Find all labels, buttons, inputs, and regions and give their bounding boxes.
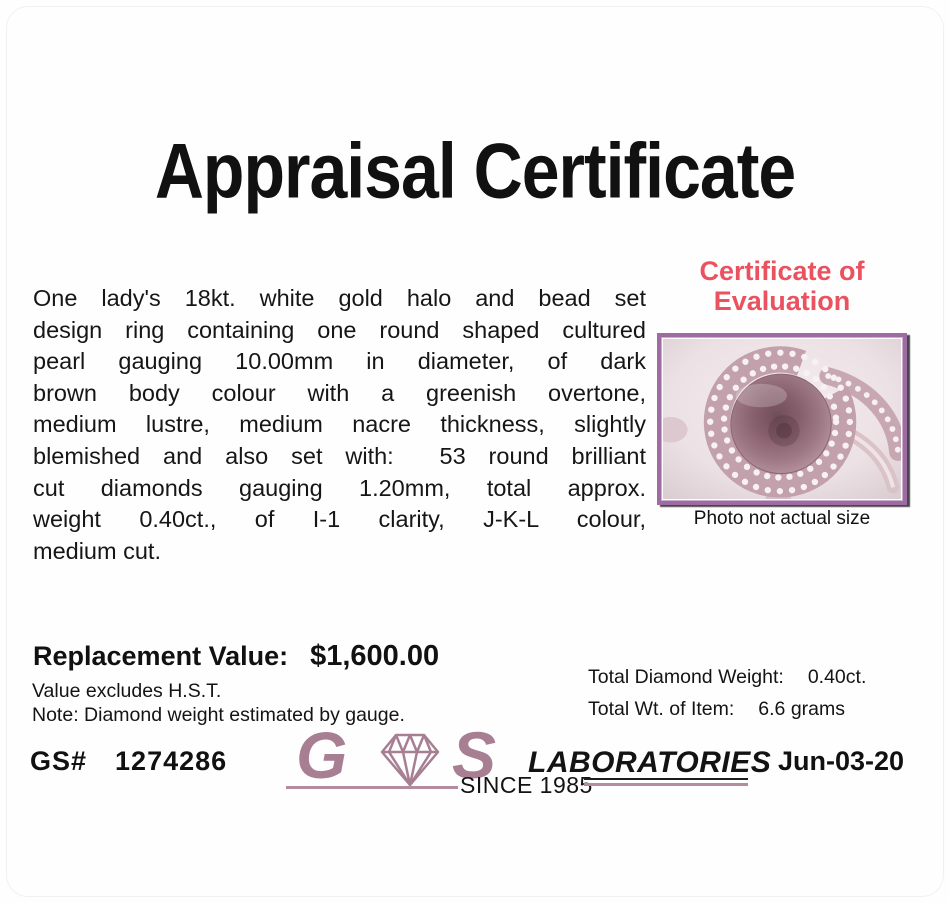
replacement-value-row: Replacement Value: $1,600.00 [33, 640, 439, 673]
logo-rule-right [584, 783, 748, 786]
total-item-weight-label: Total Wt. of Item: [588, 698, 735, 720]
logo-rule-left [286, 786, 458, 789]
description-line: pearl gauging 10.00mm in diameter, of da… [33, 348, 646, 375]
ring-illustration [663, 339, 901, 499]
description-line: brown body colour with a greenish overto… [33, 379, 646, 406]
description-line: medium cut. [33, 537, 161, 564]
evaluation-heading: Certificate of Evaluation [699, 256, 865, 316]
description-line: One lady's 18kt. white gold halo and bea… [33, 285, 646, 311]
total-item-weight-row: Total Wt. of Item: 6.6 grams [588, 698, 845, 721]
diamond-icon [372, 728, 448, 790]
appraisal-date: Jun-03-20 [778, 746, 905, 776]
replacement-value-label: Replacement Value: [33, 641, 289, 671]
total-diamond-weight-value: 0.40ct. [807, 666, 867, 688]
logo-letter-g: G [296, 718, 348, 792]
laboratories-underline [584, 778, 748, 780]
gs-number-label: GS# [30, 746, 88, 776]
gs-number-row: GS# 1274286 [30, 746, 227, 777]
description-line: medium lustre, medium nacre thickness, s… [33, 411, 646, 438]
total-item-weight-value: 6.6 grams [758, 698, 845, 720]
total-diamond-weight-row: Total Diamond Weight: 0.40ct. [588, 666, 866, 689]
page-title: Appraisal Certificate [154, 127, 796, 215]
logo-letter-s: S [452, 718, 497, 792]
item-description: One lady's 18kt. white gold halo and bea… [33, 283, 646, 567]
laboratories-label: LABORATORIES [528, 746, 772, 779]
description-line: cut diamonds gauging 1.20mm, total appro… [33, 474, 646, 501]
photo-caption: Photo not actual size [693, 508, 871, 529]
tax-note: Value excludes H.S.T. [32, 680, 222, 702]
description-line: design ring containing one round shaped … [33, 316, 646, 343]
replacement-value-amount: $1,600.00 [310, 640, 440, 672]
since-label: SINCE 1985 [460, 772, 593, 798]
total-diamond-weight-label: Total Diamond Weight: [588, 666, 784, 688]
description-line: blemished and also set with: 53 round br… [33, 442, 646, 469]
description-line: weight 0.40ct., of I-1 clarity, J-K-L co… [33, 506, 646, 533]
ring-photo [657, 333, 907, 505]
gauge-note: Note: Diamond weight estimated by gauge. [32, 704, 405, 726]
gs-number-value: 1274286 [115, 746, 228, 776]
